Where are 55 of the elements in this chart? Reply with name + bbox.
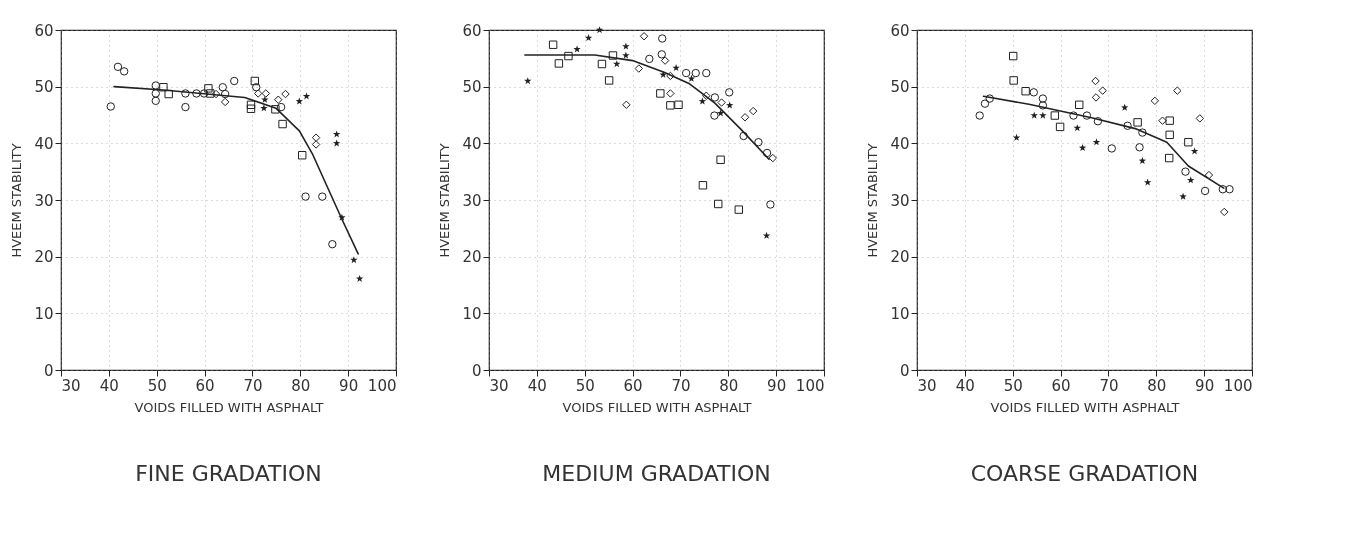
y-axis-title: HVEEM STABILITY <box>865 143 881 258</box>
y-tick-label: 60 <box>890 21 910 40</box>
y-tick-label: 20 <box>462 248 482 267</box>
y-axis-title: HVEEM STABILITY <box>437 143 453 258</box>
x-axis-title: VOIDS FILLED WITH ASPHALT <box>990 399 1180 415</box>
x-tick-label: 100 <box>367 376 397 395</box>
x-tick-label: 60 <box>1051 376 1071 395</box>
x-axis-title: VOIDS FILLED WITH ASPHALT <box>562 399 752 415</box>
y-tick-label: 50 <box>34 78 54 97</box>
y-axis-title: HVEEM STABILITY <box>9 143 25 258</box>
x-tick-label: 60 <box>195 376 215 395</box>
x-tick-label: 70 <box>671 376 691 395</box>
y-tick-label: 60 <box>462 21 482 40</box>
y-tick-label: 0 <box>471 361 482 380</box>
x-axis-title: VOIDS FILLED WITH ASPHALT <box>134 399 324 415</box>
x-tick-label: 70 <box>243 376 263 395</box>
y-tick-label: 10 <box>34 304 54 323</box>
y-tick-label: 60 <box>34 21 54 40</box>
y-tick-label: 20 <box>890 248 910 267</box>
x-tick-label: 100 <box>1223 376 1253 395</box>
y-tick-label: 20 <box>34 248 54 267</box>
x-tick-label: 90 <box>1195 376 1215 395</box>
y-tick-label: 30 <box>890 191 910 210</box>
x-tick-label: 80 <box>291 376 311 395</box>
x-tick-label: 90 <box>339 376 359 395</box>
x-tick-label: 50 <box>1003 376 1023 395</box>
y-tick-label: 40 <box>462 134 482 153</box>
y-tick-label: 0 <box>899 361 910 380</box>
y-tick-label: 50 <box>890 78 910 97</box>
x-tick-label: 30 <box>917 376 937 395</box>
y-tick-label: 30 <box>34 191 54 210</box>
y-tick-label: 50 <box>462 78 482 97</box>
x-tick-label: 30 <box>61 376 81 395</box>
y-tick-label: 0 <box>43 361 54 380</box>
x-tick-label: 50 <box>147 376 167 395</box>
x-tick-label: 50 <box>575 376 595 395</box>
text: FINE GRADATION <box>135 461 322 486</box>
x-tick-label: 40 <box>955 376 975 395</box>
y-tick-label: 40 <box>34 134 54 153</box>
x-tick-label: 30 <box>489 376 509 395</box>
y-tick-label: 40 <box>890 134 910 153</box>
x-tick-label: 40 <box>99 376 119 395</box>
y-tick-label: 10 <box>462 304 482 323</box>
x-tick-label: 80 <box>1147 376 1167 395</box>
line-series <box>113 85 359 255</box>
x-tick-label: 40 <box>527 376 547 395</box>
x-tick-label: 90 <box>767 376 787 395</box>
x-tick-label: 80 <box>719 376 739 395</box>
x-tick-label: 100 <box>795 376 825 395</box>
text: COARSE GRADATION <box>970 461 1199 486</box>
x-tick-label: 70 <box>1099 376 1119 395</box>
x-tick-label: 60 <box>623 376 643 395</box>
y-tick-label: 30 <box>462 191 482 210</box>
text: MEDIUM GRADATION <box>542 461 771 486</box>
y-tick-label: 10 <box>890 304 910 323</box>
